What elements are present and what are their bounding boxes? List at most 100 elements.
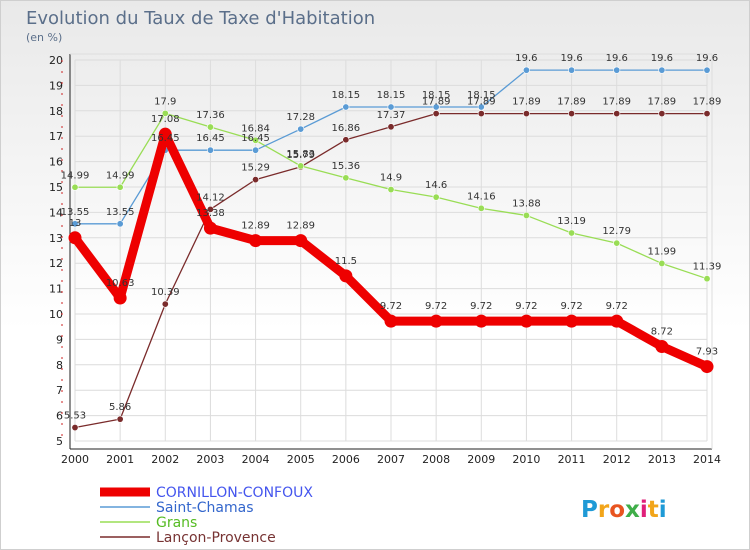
data-labels: 5.53 5.86 10.39 14.12 15.29 15.79 16.86 17.37 17… (61, 53, 722, 421)
data-label-2: 17.9 (154, 96, 176, 107)
data-label-1: 19.6 (606, 53, 628, 64)
y-tick-label: 8 (56, 359, 63, 372)
data-label-0: 9.72 (560, 301, 582, 312)
data-label-2: 14.99 (106, 170, 135, 181)
y-tick-label: 5 (56, 435, 63, 448)
data-label-3: 17.89 (693, 97, 722, 108)
series-point-2 (252, 136, 260, 144)
series-point-3 (387, 123, 395, 131)
data-label-2: 12.79 (602, 226, 631, 237)
data-label-3: 16.86 (332, 123, 361, 134)
x-tick-label: 2014 (693, 453, 721, 466)
data-label-2: 13.19 (557, 216, 586, 227)
x-tick-label: 2013 (648, 453, 676, 466)
series-point-1 (568, 66, 576, 74)
x-tick-label: 2011 (558, 453, 586, 466)
data-label-0: 10.63 (106, 278, 135, 289)
series-point-0 (565, 314, 579, 328)
data-label-1: 19.6 (515, 53, 537, 64)
data-label-1: 16.45 (151, 133, 180, 144)
data-label-1: 13.55 (106, 207, 135, 218)
series-point-1 (342, 103, 350, 111)
data-label-1: 18.15 (377, 90, 406, 101)
series-point-3 (613, 110, 621, 118)
series-point-3 (161, 300, 169, 308)
series-point-1 (116, 220, 124, 228)
x-tick-label: 2005 (287, 453, 315, 466)
series-point-3 (477, 110, 485, 118)
series-point-3 (71, 424, 79, 432)
x-tick-label: 2003 (196, 453, 224, 466)
data-label-3: 14.12 (196, 192, 225, 203)
x-tick-label: 2010 (512, 453, 540, 466)
data-label-0: 13 (69, 218, 82, 229)
y-tick-label: 20 (49, 54, 63, 67)
data-label-3: 15.79 (286, 150, 315, 161)
data-label-0: 11.5 (335, 256, 357, 267)
series-point-1 (613, 66, 621, 74)
data-label-2: 14.6 (425, 180, 447, 191)
series-point-0 (158, 127, 172, 141)
data-label-1: 19.6 (651, 53, 673, 64)
series-point-2 (568, 229, 576, 237)
series-point-1 (658, 66, 666, 74)
data-label-2: 15.36 (332, 161, 361, 172)
legend-label-2: Grans (156, 515, 197, 531)
series-point-3 (342, 136, 350, 144)
series-point-1 (522, 66, 530, 74)
data-label-2: 11.99 (648, 246, 677, 257)
data-label-1: 18.15 (422, 90, 451, 101)
data-label-1: 16.45 (196, 133, 225, 144)
data-label-0: 9.72 (470, 301, 492, 312)
series-point-0 (429, 314, 443, 328)
series-point-0 (474, 314, 488, 328)
series-point-1 (703, 66, 711, 74)
x-tick-label: 2000 (61, 453, 89, 466)
data-label-3: 17.89 (467, 97, 496, 108)
series-point-1 (71, 220, 79, 228)
y-tick-label: 6 (56, 410, 63, 423)
data-label-1: 13.55 (61, 207, 90, 218)
data-label-0: 13.38 (196, 208, 225, 219)
data-label-3: 5.86 (109, 402, 131, 413)
plot-grid (74, 59, 708, 442)
brand-logo: Proxiti (581, 497, 667, 523)
data-label-3: 17.89 (422, 97, 451, 108)
x-tick-label: 2006 (332, 453, 360, 466)
series-point-0 (203, 221, 217, 235)
series-point-2 (161, 109, 169, 117)
data-label-1: 17.28 (286, 112, 315, 123)
data-label-2: 14.9 (380, 173, 402, 184)
data-label-2: 15.83 (286, 149, 315, 160)
series-point-2 (613, 239, 621, 247)
data-label-3: 17.89 (512, 97, 541, 108)
chart-legend: CORNILLON-CONFOUXSaint-ChamasGransLançon… (100, 485, 313, 546)
data-label-0: 8.72 (651, 327, 673, 338)
x-tick-label: 2012 (603, 453, 631, 466)
chart-title: Evolution du Taux de Taxe d'Habitation (26, 8, 375, 29)
series-point-0 (655, 340, 669, 354)
data-label-3: 17.89 (602, 97, 631, 108)
data-label-0: 9.72 (425, 301, 447, 312)
x-tick-label: 2004 (242, 453, 270, 466)
data-label-2: 14.16 (467, 191, 496, 202)
series-point-0 (249, 234, 263, 248)
y-tick-label: 11 (49, 283, 63, 296)
series-point-3 (703, 110, 711, 118)
series-point-3 (568, 110, 576, 118)
series-point-1 (477, 103, 485, 111)
y-tick-label: 14 (49, 206, 63, 219)
series-point-1 (206, 146, 214, 154)
data-label-2: 14.99 (61, 170, 90, 181)
data-label-2: 13.88 (512, 198, 541, 209)
series-point-1 (387, 103, 395, 111)
data-label-2: 16.84 (241, 123, 270, 134)
data-label-2: 11.39 (693, 262, 722, 273)
data-label-0: 7.93 (696, 347, 718, 358)
series-point-3 (252, 176, 260, 184)
x-tick-label: 2001 (106, 453, 134, 466)
series-point-0 (339, 269, 353, 283)
data-label-3: 17.89 (648, 97, 677, 108)
series-point-2 (522, 211, 530, 219)
